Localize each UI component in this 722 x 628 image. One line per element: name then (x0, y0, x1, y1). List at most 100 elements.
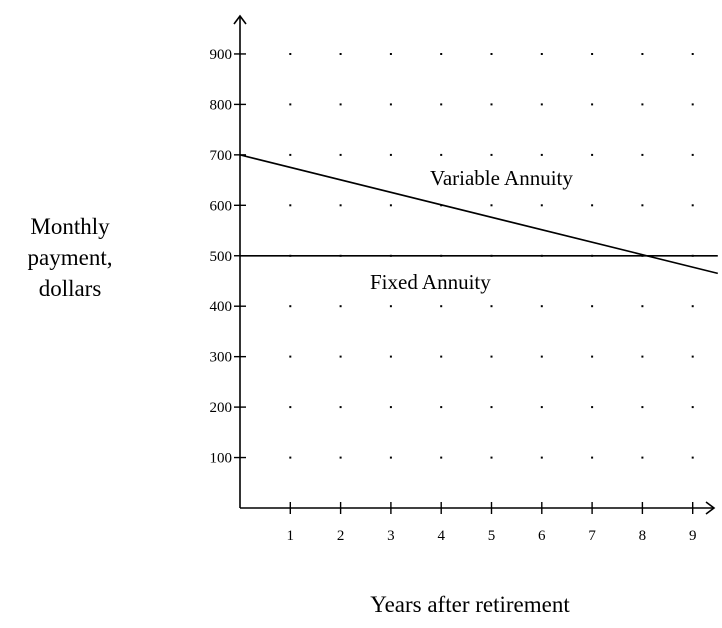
grid-dot (440, 53, 443, 55)
grid-dot (490, 204, 493, 207)
y-tick-label: 400 (210, 299, 233, 315)
grid-dot (591, 456, 594, 459)
grid-dot (289, 355, 292, 358)
grid-dot (389, 355, 392, 358)
y-tick-label: 900 (210, 47, 233, 63)
grid-dot (490, 406, 493, 409)
grid-dot (289, 103, 292, 106)
x-tick-label: 5 (488, 528, 496, 544)
grid-dot (691, 103, 694, 106)
grid-dot (540, 456, 543, 459)
grid-dot (591, 153, 594, 156)
labels: Variable Annuity Fixed Annuity Years aft… (28, 47, 697, 617)
y-tick-label: 100 (210, 451, 233, 467)
grid-dot (691, 355, 694, 358)
grid-dot (389, 406, 392, 409)
grid-dot (540, 204, 543, 207)
grid-dot (691, 53, 694, 55)
grid-dot (691, 305, 694, 308)
x-tick-label: 8 (639, 528, 647, 544)
y-tick-label: 200 (210, 400, 233, 416)
grid-dot (540, 305, 543, 308)
y-tick-label: 300 (210, 350, 233, 366)
grid-dot (641, 103, 644, 106)
x-tick-label: 4 (437, 528, 445, 544)
grid-dot (339, 103, 342, 106)
grid-dot (490, 456, 493, 459)
grid-dot (591, 53, 594, 55)
series-lines (239, 154, 718, 275)
grid-dot (389, 305, 392, 308)
grid-dot (289, 406, 292, 409)
grid-dot (339, 153, 342, 156)
grid-dot (440, 406, 443, 409)
grid-dot (339, 456, 342, 459)
grid-dot (490, 355, 493, 358)
grid-dot (339, 204, 342, 207)
grid-dot (691, 204, 694, 207)
x-tick-label: 6 (538, 528, 546, 544)
x-axis-title: Years after retirement (370, 592, 570, 617)
grid-dot (440, 305, 443, 308)
grid-dot (289, 153, 292, 156)
y-axis-title-line-1: Monthly (30, 214, 110, 239)
grid-dot (691, 456, 694, 459)
grid-dot (591, 204, 594, 207)
grid-dot (490, 103, 493, 106)
grid-dot (540, 355, 543, 358)
grid-dot (490, 305, 493, 308)
grid-dot (389, 204, 392, 207)
series-label-fixed-annuity: Fixed Annuity (370, 270, 491, 294)
y-tick-label: 600 (210, 198, 233, 214)
y-tick-label: 800 (210, 97, 233, 113)
grid-dot (339, 53, 342, 55)
grid-dot (591, 406, 594, 409)
x-tick-label: 1 (287, 528, 295, 544)
series-line-variable-annuity (239, 154, 718, 275)
grid-dot (289, 305, 292, 308)
x-tick-label: 2 (337, 528, 345, 544)
y-axis-title-line-3: dollars (39, 276, 102, 301)
grid-dot (540, 153, 543, 156)
grid-dot (540, 406, 543, 409)
x-tick-label: 3 (387, 528, 395, 544)
grid-dot (540, 103, 543, 106)
grid-dot (641, 204, 644, 207)
grid-dot (641, 153, 644, 156)
series-label-variable-annuity: Variable Annuity (430, 166, 573, 190)
grid-dot (591, 355, 594, 358)
grid-dot (641, 53, 644, 55)
y-tick-label: 700 (210, 148, 233, 164)
grid-dot (490, 53, 493, 55)
grid-dot (591, 305, 594, 308)
grid-dot (389, 153, 392, 156)
grid-dot (389, 53, 392, 55)
axes (233, 14, 716, 515)
x-tick-label: 7 (588, 528, 596, 544)
grid-dot (641, 456, 644, 459)
grid-dot (339, 305, 342, 308)
grid-dot (440, 456, 443, 459)
grid-dot (490, 153, 493, 156)
grid-dot (641, 406, 644, 409)
grid-dot (289, 53, 292, 55)
grid-dot (289, 204, 292, 207)
x-axis-arrow (705, 501, 716, 515)
grid-dot (691, 153, 694, 156)
grid-dot (641, 305, 644, 308)
grid-dot (540, 53, 543, 55)
grid-dot (440, 153, 443, 156)
y-axis-title-line-2: payment, (28, 245, 113, 270)
grid-dot (339, 406, 342, 409)
grid-dot (289, 456, 292, 459)
grid-dot (339, 355, 342, 358)
y-tick-label: 500 (210, 249, 233, 265)
grid-dot (641, 355, 644, 358)
grid-dot (389, 103, 392, 106)
y-axis-arrow (233, 14, 247, 25)
grid-dot (440, 355, 443, 358)
x-tick-label: 9 (689, 528, 697, 544)
grid-dot (440, 103, 443, 106)
grid-dot (389, 456, 392, 459)
